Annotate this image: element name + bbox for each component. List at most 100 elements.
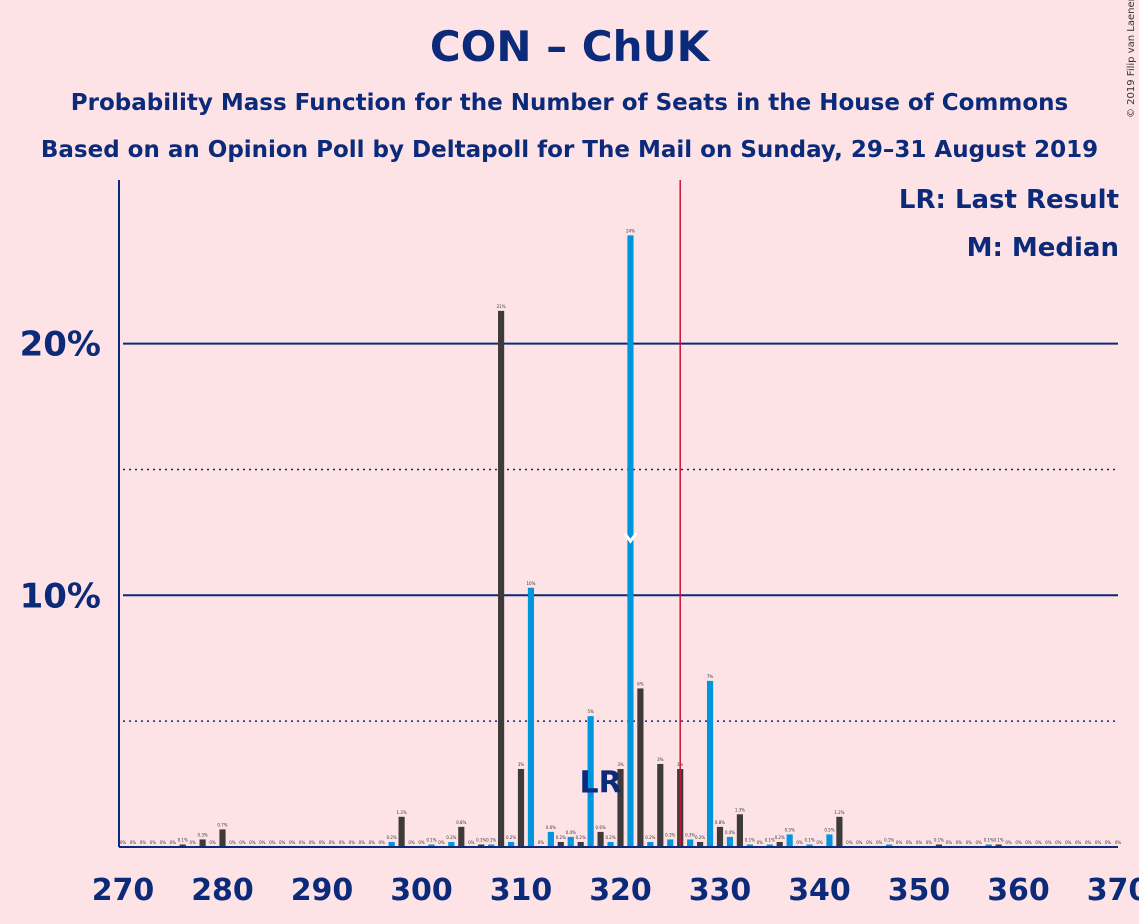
bar-seat-335: [766, 844, 773, 847]
bar-seat-327: [687, 839, 694, 847]
bar-label-357: 0.1%: [984, 837, 994, 842]
bar-label-270: 0%: [120, 840, 127, 845]
bar-label-354: 0%: [956, 840, 963, 845]
bar-label-322: 6%: [637, 681, 644, 686]
bar-label-327: 0.3%: [685, 832, 695, 837]
bar-label-329: 7%: [707, 674, 714, 679]
bar-label-293: 0%: [349, 840, 356, 845]
bar-seat-336: [776, 841, 783, 847]
bar-label-284: 0%: [259, 840, 266, 845]
bar-seat-332: [736, 814, 743, 847]
bar-label-328: 0.2%: [695, 835, 705, 840]
bar-label-343: 0%: [846, 840, 853, 845]
bar-label-271: 0%: [130, 840, 137, 845]
bar-label-334: 0%: [757, 840, 764, 845]
bar-label-299: 0%: [408, 840, 415, 845]
bar-seat-324: [657, 763, 664, 847]
y-tick-label: 10%: [20, 576, 101, 616]
bar-seat-306: [478, 844, 485, 847]
bar-label-306: 0.1%: [476, 837, 486, 842]
bar-label-288: 0%: [299, 840, 306, 845]
x-tick-label: 360: [987, 873, 1050, 908]
bar-label-279: 0%: [209, 840, 216, 845]
bar-label-339: 0.1%: [804, 837, 814, 842]
bar-label-302: 0%: [438, 840, 445, 845]
x-tick-label: 290: [291, 873, 354, 908]
bar-label-312: 0%: [538, 840, 545, 845]
bar-label-366: 0%: [1075, 840, 1082, 845]
bar-label-333: 0.1%: [745, 837, 755, 842]
bar-seat-357: [985, 844, 992, 847]
bar-seat-313: [547, 831, 554, 847]
bar-seat-315: [567, 836, 574, 847]
last-result-label: LR: [579, 766, 621, 801]
bar-label-314: 0.2%: [556, 835, 566, 840]
x-tick-label: 270: [92, 873, 155, 908]
bar-label-311: 10%: [527, 581, 536, 586]
bar-label-296: 0%: [379, 840, 386, 845]
bar-label-298: 1.2%: [397, 810, 407, 815]
bar-label-336: 0.2%: [775, 835, 785, 840]
bar-label-281: 0%: [229, 840, 236, 845]
bar-seat-280: [219, 829, 226, 847]
bar-seat-339: [806, 844, 813, 847]
bar-label-315: 0.4%: [566, 830, 576, 835]
median-marker: [623, 532, 638, 544]
bar-label-342: 1.2%: [834, 810, 844, 815]
bar-seat-320: [617, 768, 624, 847]
bar-label-272: 0%: [140, 840, 147, 845]
bar-label-330: 0.8%: [715, 820, 725, 825]
bar-seat-325: [667, 839, 674, 847]
bar-label-356: 0%: [976, 840, 983, 845]
bar-label-309: 0.2%: [506, 835, 516, 840]
bar-label-359: 0%: [1005, 840, 1012, 845]
x-tick-label: 340: [788, 873, 851, 908]
bar-seat-329: [706, 680, 714, 847]
bar-label-332: 1.3%: [735, 807, 745, 812]
bar-label-310: 3%: [518, 762, 525, 767]
x-tick-label: 280: [191, 873, 254, 908]
bar-label-370: 0%: [1115, 840, 1122, 845]
bar-label-320: 3%: [617, 762, 624, 767]
bar-label-278: 0.3%: [198, 832, 208, 837]
x-tick-label: 350: [888, 873, 951, 908]
bar-seat-328: [697, 841, 704, 847]
bar-seat-301: [428, 844, 435, 847]
bar-label-351: 0%: [926, 840, 933, 845]
bar-seat-276: [179, 844, 186, 847]
bar-label-338: 0%: [796, 840, 803, 845]
bar-label-350: 0%: [916, 840, 923, 845]
bar-seat-317: [587, 716, 594, 847]
bar-label-368: 0%: [1095, 840, 1102, 845]
bar-label-347: 0.1%: [884, 837, 894, 842]
bar-seat-278: [199, 839, 206, 847]
bar-label-317: 5%: [587, 709, 594, 714]
bar-label-282: 0%: [239, 840, 246, 845]
bar-seat-341: [826, 834, 833, 847]
y-tick-label: 20%: [20, 325, 101, 365]
bar-label-273: 0%: [150, 840, 157, 845]
bar-seat-337: [786, 834, 793, 847]
bar-label-304: 0.8%: [456, 820, 466, 825]
bar-seat-316: [577, 841, 584, 847]
chart-title: CON – ChUK: [429, 22, 710, 71]
bar-label-291: 0%: [329, 840, 336, 845]
legend-median: M: Median: [966, 233, 1119, 263]
bar-label-365: 0%: [1065, 840, 1072, 845]
bar-label-290: 0%: [319, 840, 326, 845]
bar-label-367: 0%: [1085, 840, 1092, 845]
bar-label-353: 0%: [946, 840, 953, 845]
bar-label-346: 0%: [876, 840, 883, 845]
bar-label-313: 0.6%: [546, 825, 556, 830]
bar-seat-331: [726, 836, 734, 847]
x-tick-label: 310: [490, 873, 553, 908]
x-tick-label: 300: [390, 873, 453, 908]
bar-label-286: 0%: [279, 840, 286, 845]
bar-label-301: 0.1%: [426, 837, 436, 842]
bar-seat-311: [527, 587, 535, 847]
bar-label-325: 0.3%: [665, 832, 675, 837]
bar-label-305: 0%: [468, 840, 475, 845]
bar-label-319: 0.2%: [605, 835, 615, 840]
bar-label-318: 0.6%: [596, 825, 606, 830]
